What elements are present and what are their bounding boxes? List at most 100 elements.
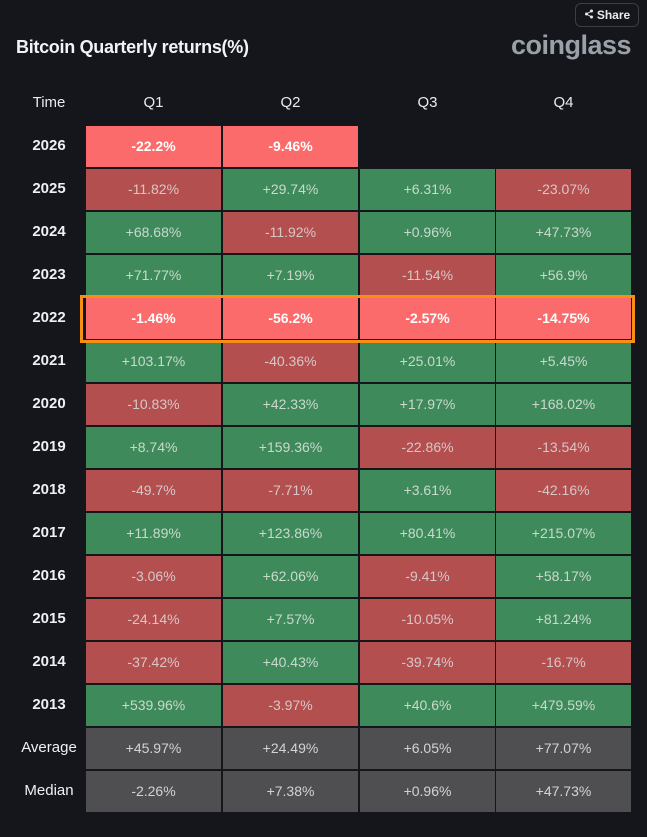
return-cell[interactable]: -49.7% [86,470,221,511]
return-cell[interactable]: -9.46% [223,126,358,167]
table-row: 2023 +71.77% +7.19% -11.54% +56.9% [14,254,634,297]
table-row: 2016 -3.06% +62.06% -9.41% +58.17% [14,555,634,598]
return-cell[interactable]: +40.43% [223,642,358,683]
row-label: 2026 [32,137,66,154]
return-cell[interactable]: -23.07% [496,169,631,210]
row-label: 2019 [32,438,66,455]
return-cell[interactable]: +0.96% [360,212,495,253]
table-row: Median -2.26% +7.38% +0.96% +47.73% [14,770,634,813]
share-button[interactable]: Share [575,3,639,27]
row-label: 2020 [32,395,66,412]
return-cell[interactable]: +42.33% [223,384,358,425]
return-cell[interactable]: +6.05% [360,728,495,769]
return-cell[interactable]: +56.9% [496,255,631,296]
return-cell[interactable]: +539.96% [86,685,221,726]
table-row: 2025 -11.82% +29.74% +6.31% -23.07% [14,168,634,211]
table-header: Time Q1 Q2 Q3 Q4 [14,82,634,124]
header-time: Time [32,94,66,111]
return-cell[interactable]: +168.02% [496,384,631,425]
return-cell[interactable]: -11.54% [360,255,495,296]
return-cell[interactable]: -13.54% [496,427,631,468]
return-cell[interactable]: -40.36% [223,341,358,382]
return-cell[interactable]: +3.61% [360,470,495,511]
return-cell[interactable]: -9.41% [360,556,495,597]
return-cell[interactable]: -42.16% [496,470,631,511]
return-cell[interactable]: +103.17% [86,341,221,382]
return-cell[interactable]: +45.97% [86,728,221,769]
header-q2: Q2 [280,94,301,111]
return-cell[interactable]: +25.01% [360,341,495,382]
return-cell[interactable]: +7.57% [223,599,358,640]
return-cell[interactable]: -11.82% [86,169,221,210]
table-row: 2026 -22.2% -9.46% [14,125,634,168]
return-cell[interactable]: -7.71% [223,470,358,511]
return-cell[interactable]: -14.75% [496,298,631,339]
table-row: 2017 +11.89% +123.86% +80.41% +215.07% [14,512,634,555]
header-q1: Q1 [143,94,164,111]
return-cell[interactable]: +7.38% [223,771,358,812]
header-q4: Q4 [553,94,574,111]
table-row: 2013 +539.96% -3.97% +40.6% +479.59% [14,684,634,727]
row-label: 2015 [32,610,66,627]
return-cell[interactable]: -24.14% [86,599,221,640]
return-cell[interactable]: +11.89% [86,513,221,554]
return-cell[interactable]: -3.06% [86,556,221,597]
share-label: Share [596,8,631,22]
return-cell[interactable]: +80.41% [360,513,495,554]
return-cell[interactable]: +0.96% [360,771,495,812]
return-cell[interactable]: +81.24% [496,599,631,640]
return-cell[interactable]: +71.77% [86,255,221,296]
table-row: 2014 -37.42% +40.43% -39.74% -16.7% [14,641,634,684]
return-cell[interactable]: -16.7% [496,642,631,683]
row-label: 2022 [32,309,66,326]
row-label: 2017 [32,524,66,541]
return-cell[interactable]: -1.46% [86,298,221,339]
return-cell[interactable]: +8.74% [86,427,221,468]
row-label: 2025 [32,180,66,197]
return-cell[interactable]: +47.73% [496,212,631,253]
row-label: Average [21,739,77,756]
row-label: 2016 [32,567,66,584]
table-row: 2015 -24.14% +7.57% -10.05% +81.24% [14,598,634,641]
return-cell[interactable]: +47.73% [496,771,631,812]
return-cell[interactable]: +58.17% [496,556,631,597]
return-cell[interactable]: -22.2% [86,126,221,167]
return-cell[interactable]: -56.2% [223,298,358,339]
return-cell[interactable]: +7.19% [223,255,358,296]
return-cell[interactable]: +6.31% [360,169,495,210]
return-cell[interactable]: +77.07% [496,728,631,769]
table-row: 2024 +68.68% -11.92% +0.96% +47.73% [14,211,634,254]
return-cell[interactable]: +123.86% [223,513,358,554]
brand-logo: coinglass [511,30,632,60]
row-label: 2023 [32,266,66,283]
return-cell[interactable]: +159.36% [223,427,358,468]
return-cell[interactable]: +479.59% [496,685,631,726]
page-title: Bitcoin Quarterly returns(%) [16,37,249,57]
return-cell[interactable]: +17.97% [360,384,495,425]
return-cell[interactable]: +62.06% [223,556,358,597]
table-row: 2022 -1.46% -56.2% -2.57% -14.75% [14,297,634,340]
return-cell[interactable]: -10.83% [86,384,221,425]
table-row: 2018 -49.7% -7.71% +3.61% -42.16% [14,469,634,512]
return-cell[interactable]: -22.86% [360,427,495,468]
return-cell[interactable]: +215.07% [496,513,631,554]
row-label: Median [24,782,74,799]
return-cell[interactable]: -10.05% [360,599,495,640]
return-cell[interactable]: -2.26% [86,771,221,812]
return-cell[interactable]: -3.97% [223,685,358,726]
table-row: Average +45.97% +24.49% +6.05% +77.07% [14,727,634,770]
return-cell[interactable]: +29.74% [223,169,358,210]
return-cell[interactable]: +24.49% [223,728,358,769]
row-label: 2013 [32,696,66,713]
return-cell[interactable]: -39.74% [360,642,495,683]
return-cell[interactable]: +68.68% [86,212,221,253]
return-cell[interactable]: -2.57% [360,298,495,339]
row-label: 2014 [32,653,66,670]
header-q3: Q3 [417,94,438,111]
row-label: 2021 [32,352,66,369]
return-cell[interactable]: -11.92% [223,212,358,253]
return-cell[interactable]: +40.6% [360,685,495,726]
return-cell[interactable]: +5.45% [496,341,631,382]
table-row: 2021 +103.17% -40.36% +25.01% +5.45% [14,340,634,383]
return-cell[interactable]: -37.42% [86,642,221,683]
